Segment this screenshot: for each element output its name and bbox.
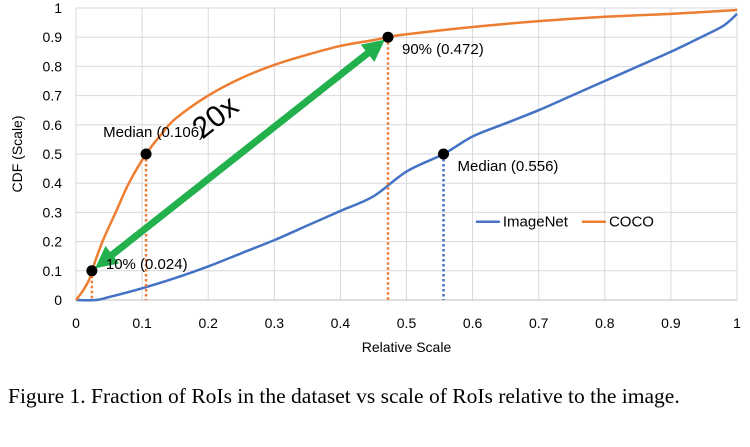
arrow-head-end: [360, 39, 385, 62]
marker-dot: [140, 148, 152, 160]
arrow-head-start: [95, 246, 120, 269]
y-tick-label: 0.9: [43, 29, 63, 45]
markers: Median (0.106) 10% (0.024) 90% (0.472) Medi…: [86, 31, 559, 277]
x-axis-label: Relative Scale: [362, 339, 452, 355]
series-line-imagenet: [75, 12, 738, 302]
marker-dot: [438, 148, 450, 160]
x-tick-label: 0.1: [132, 315, 152, 331]
y-axis-label: CDF (Scale): [9, 115, 25, 192]
arrow-shaft: [106, 47, 374, 261]
cdf-chart: 0 0.1 0.2 0.3 0.4 0.5 0.6 0.7 0.8 0.9 1 0 0.1 0.2 0.3 0…: [9, 0, 742, 355]
y-tick-label: 0.4: [43, 175, 63, 191]
marker-guide-lines: [90, 37, 445, 300]
marker-dot: [86, 265, 98, 277]
y-tick-label: 1: [54, 0, 62, 16]
marker-dot: [382, 31, 394, 43]
y-tick-label: 0.7: [43, 88, 63, 104]
axes: 0 0.1 0.2 0.3 0.4 0.5 0.6 0.7 0.8 0.9 1 0 0.1 0.2 0.3 0…: [43, 0, 742, 331]
x-tick-label: 0.9: [661, 315, 681, 331]
x-tick-label: 0.2: [198, 315, 218, 331]
legend-label-coco: COCO: [609, 214, 654, 231]
y-tick-label: 0.8: [43, 58, 63, 74]
legend-label-imagenet: ImageNet: [503, 214, 569, 231]
y-tick-label: 0: [54, 292, 62, 308]
x-tick-label: 1: [733, 315, 741, 331]
y-tick-label: 0.1: [43, 263, 63, 279]
y-tick-label: 0.3: [43, 204, 63, 220]
x-tick-label: 0.8: [595, 315, 615, 331]
marker-label: 10% (0.024): [106, 256, 188, 273]
x-tick-label: 0.3: [265, 315, 285, 331]
legend: ImageNet COCO: [475, 214, 654, 231]
figure-caption: Figure 1. Fraction of RoIs in the datase…: [8, 384, 680, 408]
series-line-coco: [75, 8, 738, 301]
x-tick-label: 0.7: [529, 315, 549, 331]
x-tick-label: 0.5: [397, 315, 417, 331]
x-tick-label: 0.4: [331, 315, 351, 331]
marker-label: 90% (0.472): [402, 41, 484, 58]
y-tick-label: 0.6: [43, 117, 63, 133]
series-lines: [75, 8, 738, 302]
y-tick-label: 0.5: [43, 146, 63, 162]
x-tick-label: 0.6: [463, 315, 483, 331]
marker-label: Median (0.106): [103, 124, 204, 141]
x-tick-label: 0: [72, 315, 80, 331]
y-tick-label: 0.2: [43, 234, 63, 250]
marker-label: Median (0.556): [458, 158, 559, 175]
